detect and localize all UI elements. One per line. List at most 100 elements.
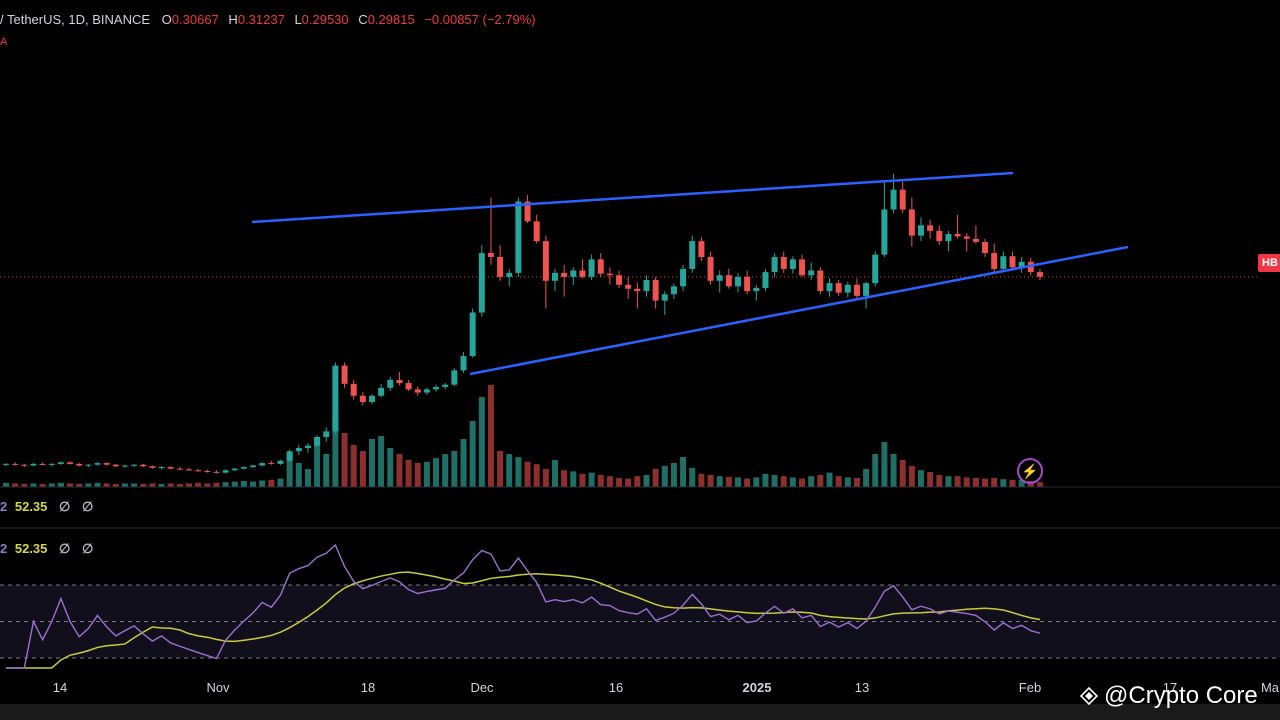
volume-bar xyxy=(808,476,815,487)
candle-body xyxy=(661,294,668,301)
volume-bar xyxy=(359,451,366,487)
volume-bar xyxy=(872,454,879,487)
volume-bar xyxy=(908,466,915,487)
volume-bar xyxy=(21,484,28,487)
candle-body xyxy=(899,189,906,210)
candle-body xyxy=(414,389,421,393)
candle-body xyxy=(1009,256,1016,268)
candle-body xyxy=(1018,261,1025,268)
lower-trendline xyxy=(469,245,1129,376)
candle-body xyxy=(48,463,55,465)
volume-bar xyxy=(817,475,824,487)
candle-body xyxy=(112,464,119,467)
indicator-2-na-2: ∅ xyxy=(81,541,94,556)
candle-body xyxy=(378,387,385,396)
candle-body xyxy=(350,383,357,396)
volume-bar xyxy=(927,472,934,487)
candle-body xyxy=(817,270,824,292)
change-value: −0.00857 (−2.79%) xyxy=(424,12,536,27)
volume-bar xyxy=(506,454,513,487)
candle-body xyxy=(570,270,577,277)
volume-bar xyxy=(286,454,293,487)
candle-body xyxy=(21,464,28,466)
volume-bar xyxy=(30,483,37,487)
candle-body xyxy=(972,238,979,242)
candle-body xyxy=(945,234,952,242)
volume-bar xyxy=(332,415,339,487)
volume-bar xyxy=(121,483,128,487)
volume-bar xyxy=(652,469,659,487)
candle-body xyxy=(872,254,879,284)
candle-body xyxy=(277,460,284,464)
candle-body xyxy=(927,225,934,231)
indicator-legend-2[interactable]: 2 52.35 ∅ ∅ xyxy=(0,541,93,557)
volume-bar xyxy=(753,477,760,487)
header-sub: A xyxy=(0,36,8,48)
volume-bar xyxy=(268,479,275,487)
candle-body xyxy=(533,221,540,242)
candle-body xyxy=(94,463,101,465)
time-axis-label: Ma xyxy=(1260,680,1280,695)
candle-body xyxy=(753,287,760,292)
volume-bar xyxy=(314,439,321,487)
close-value: 0.29815 xyxy=(367,12,415,27)
volume-bar xyxy=(341,433,348,487)
candle-body xyxy=(863,283,870,296)
volume-bar xyxy=(469,421,476,487)
volume-bar xyxy=(213,482,220,487)
candle-body xyxy=(140,464,147,467)
rsi-pane xyxy=(0,527,1280,669)
time-axis-label: 18 xyxy=(360,680,376,695)
time-axis-label: Dec xyxy=(470,680,494,695)
candle-body xyxy=(359,395,366,403)
volume-bar xyxy=(396,454,403,487)
candle-body xyxy=(762,272,769,288)
candle-body xyxy=(789,259,796,269)
candle-body xyxy=(918,225,924,236)
volume-bar xyxy=(277,478,284,487)
candle-body xyxy=(259,463,266,466)
candle-body xyxy=(487,253,494,258)
volume-bar xyxy=(680,457,687,487)
candle-body xyxy=(634,288,641,292)
candle-body xyxy=(195,470,202,472)
candle-body xyxy=(3,463,9,465)
volume-bar xyxy=(853,478,860,487)
volume-bar xyxy=(542,469,549,487)
volume-bar xyxy=(76,484,83,487)
volume-bar xyxy=(1000,479,1007,487)
candle-body xyxy=(670,286,677,295)
volume-bar xyxy=(1036,482,1043,487)
candle-body xyxy=(799,259,806,276)
candle-body xyxy=(286,451,293,461)
volume-bar xyxy=(945,476,952,487)
volume-bar xyxy=(3,482,9,487)
volume-bar xyxy=(48,483,55,487)
volume-bar xyxy=(954,476,961,487)
volume-bar xyxy=(890,454,897,487)
candle-body xyxy=(954,234,961,237)
volume-bar xyxy=(762,473,769,487)
watermark: @Crypto Core xyxy=(1080,682,1258,710)
volume-bar xyxy=(497,451,504,487)
candle-body xyxy=(588,259,595,277)
volume-bar xyxy=(991,478,998,487)
time-axis-label: Nov xyxy=(206,680,230,695)
volume-bar xyxy=(799,478,806,487)
candle-body xyxy=(186,469,192,471)
volume-bar xyxy=(442,454,449,487)
indicator-1-na-2: ∅ xyxy=(81,499,94,514)
trendlines[interactable] xyxy=(251,171,1129,376)
lightning-icon[interactable]: ⚡ xyxy=(1017,458,1043,484)
candle-body xyxy=(497,257,504,277)
indicator-legend-1[interactable]: 2 52.35 ∅ ∅ xyxy=(0,499,93,515)
symbol-label[interactable]: / TetherUS, 1D, BINANCE xyxy=(0,12,151,27)
volume-bar xyxy=(478,397,485,487)
time-axis-label: 14 xyxy=(52,680,68,695)
candle-body xyxy=(323,431,330,437)
candle-body xyxy=(213,471,220,473)
candle-body xyxy=(396,379,403,384)
volume-bar xyxy=(369,439,375,487)
volume-bar xyxy=(231,481,238,487)
